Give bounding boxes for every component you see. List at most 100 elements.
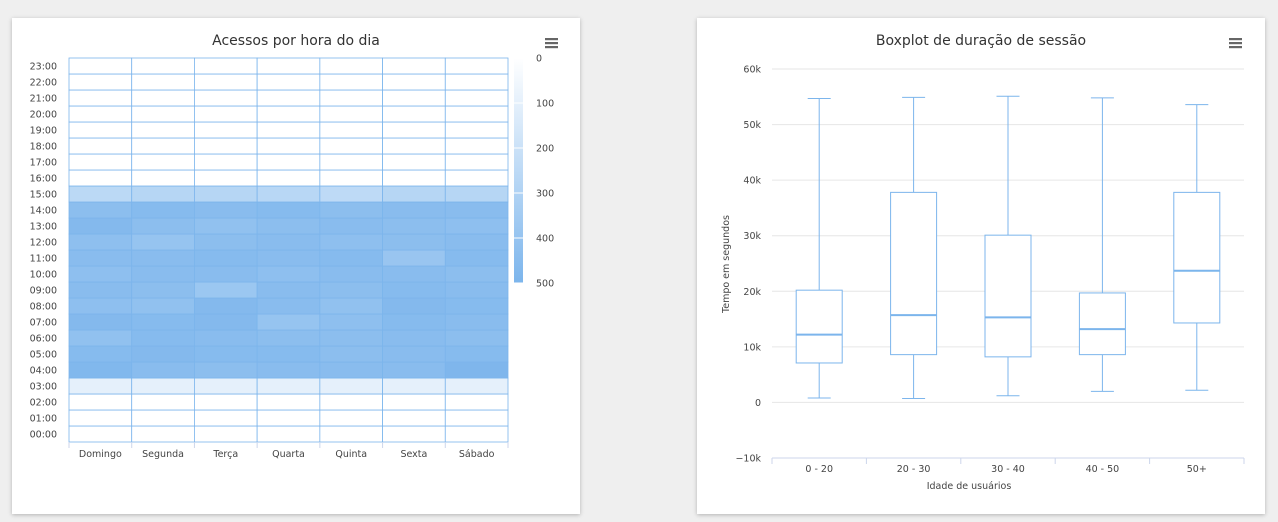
heatmap-cell[interactable] — [444, 89, 509, 107]
heatmap-cell[interactable] — [319, 137, 383, 155]
heatmap-cell[interactable] — [319, 297, 383, 315]
heatmap-cell[interactable] — [256, 409, 321, 427]
heatmap-cell[interactable] — [256, 57, 321, 75]
heatmap-cell[interactable] — [444, 185, 509, 203]
heatmap-cell[interactable] — [131, 201, 195, 219]
heatmap-cell[interactable] — [382, 313, 446, 331]
heatmap-cell[interactable] — [68, 329, 133, 347]
heatmap-cell[interactable] — [68, 361, 133, 379]
heatmap-cell[interactable] — [68, 249, 133, 267]
heatmap-cell[interactable] — [131, 425, 195, 443]
heatmap-cell[interactable] — [131, 393, 195, 411]
heatmap-cell[interactable] — [382, 201, 446, 219]
heatmap-cell[interactable] — [382, 233, 446, 251]
heatmap-cell[interactable] — [256, 377, 321, 395]
heatmap-cell[interactable] — [319, 377, 383, 395]
heatmap-cell[interactable] — [319, 121, 383, 139]
heatmap-cell[interactable] — [194, 201, 258, 219]
heatmap-cell[interactable] — [194, 153, 258, 171]
heatmap-cell[interactable] — [382, 409, 446, 427]
heatmap-cell[interactable] — [319, 153, 383, 171]
heatmap-cell[interactable] — [444, 201, 509, 219]
heatmap-cell[interactable] — [256, 185, 321, 203]
heatmap-cell[interactable] — [319, 425, 383, 443]
heatmap-cell[interactable] — [319, 201, 383, 219]
heatmap-cell[interactable] — [382, 393, 446, 411]
heatmap-cell[interactable] — [131, 233, 195, 251]
boxplot-box-group[interactable] — [795, 97, 843, 399]
heatmap-cell[interactable] — [256, 281, 321, 299]
heatmap-cell[interactable] — [194, 249, 258, 267]
heatmap-cell[interactable] — [319, 393, 383, 411]
heatmap-cell[interactable] — [194, 377, 258, 395]
heatmap-cell[interactable] — [382, 217, 446, 235]
heatmap-cell[interactable] — [382, 425, 446, 443]
heatmap-cell[interactable] — [194, 233, 258, 251]
heatmap-cell[interactable] — [319, 217, 383, 235]
heatmap-cell[interactable] — [131, 185, 195, 203]
heatmap-cell[interactable] — [68, 313, 133, 331]
heatmap-cell[interactable] — [131, 265, 195, 283]
heatmap-cell[interactable] — [194, 217, 258, 235]
heatmap-cell[interactable] — [382, 281, 446, 299]
heatmap-cell[interactable] — [319, 233, 383, 251]
heatmap-cell[interactable] — [319, 409, 383, 427]
heatmap-cell[interactable] — [319, 361, 383, 379]
heatmap-cell[interactable] — [256, 201, 321, 219]
heatmap-cell[interactable] — [68, 201, 133, 219]
heatmap-cell[interactable] — [382, 137, 446, 155]
heatmap-cell[interactable] — [131, 377, 195, 395]
heatmap-cell[interactable] — [444, 377, 509, 395]
heatmap-cell[interactable] — [194, 409, 258, 427]
heatmap-cell[interactable] — [68, 377, 133, 395]
heatmap-cell[interactable] — [194, 361, 258, 379]
heatmap-cell[interactable] — [194, 425, 258, 443]
heatmap-cell[interactable] — [256, 297, 321, 315]
heatmap-cell[interactable] — [68, 105, 133, 123]
heatmap-cell[interactable] — [68, 185, 133, 203]
heatmap-cell[interactable] — [68, 281, 133, 299]
heatmap-cell[interactable] — [131, 217, 195, 235]
heatmap-cell[interactable] — [68, 57, 133, 75]
heatmap-cell[interactable] — [444, 137, 509, 155]
heatmap-cell[interactable] — [194, 313, 258, 331]
heatmap-cell[interactable] — [194, 57, 258, 75]
heatmap-cell[interactable] — [444, 281, 509, 299]
heatmap-cell[interactable] — [131, 249, 195, 267]
heatmap-cell[interactable] — [194, 265, 258, 283]
heatmap-cell[interactable] — [319, 89, 383, 107]
boxplot-box-group[interactable] — [1173, 104, 1221, 391]
heatmap-cell[interactable] — [444, 233, 509, 251]
heatmap-cell[interactable] — [68, 393, 133, 411]
heatmap-cell[interactable] — [382, 121, 446, 139]
heatmap-cell[interactable] — [68, 297, 133, 315]
heatmap-cell[interactable] — [131, 73, 195, 91]
heatmap-cell[interactable] — [131, 297, 195, 315]
heatmap-cell[interactable] — [194, 89, 258, 107]
heatmap-cell[interactable] — [444, 249, 509, 267]
heatmap-cell[interactable] — [194, 393, 258, 411]
heatmap-cell[interactable] — [68, 233, 133, 251]
heatmap-cell[interactable] — [319, 185, 383, 203]
heatmap-cell[interactable] — [256, 121, 321, 139]
heatmap-cell[interactable] — [194, 345, 258, 363]
heatmap-cell[interactable] — [131, 345, 195, 363]
heatmap-cell[interactable] — [131, 105, 195, 123]
heatmap-cell[interactable] — [444, 409, 509, 427]
heatmap-cell[interactable] — [194, 121, 258, 139]
heatmap-cell[interactable] — [444, 345, 509, 363]
heatmap-cell[interactable] — [68, 265, 133, 283]
heatmap-cell[interactable] — [382, 329, 446, 347]
heatmap-cell[interactable] — [256, 425, 321, 443]
boxplot-box-group[interactable] — [1078, 97, 1126, 392]
heatmap-cell[interactable] — [444, 265, 509, 283]
heatmap-cell[interactable] — [256, 345, 321, 363]
heatmap-cell[interactable] — [68, 89, 133, 107]
heatmap-cell[interactable] — [319, 105, 383, 123]
heatmap-cell[interactable] — [68, 121, 133, 139]
heatmap-cell[interactable] — [131, 409, 195, 427]
heatmap-cell[interactable] — [444, 73, 509, 91]
heatmap-cell[interactable] — [256, 393, 321, 411]
heatmap-cell[interactable] — [444, 57, 509, 75]
heatmap-cell[interactable] — [444, 313, 509, 331]
